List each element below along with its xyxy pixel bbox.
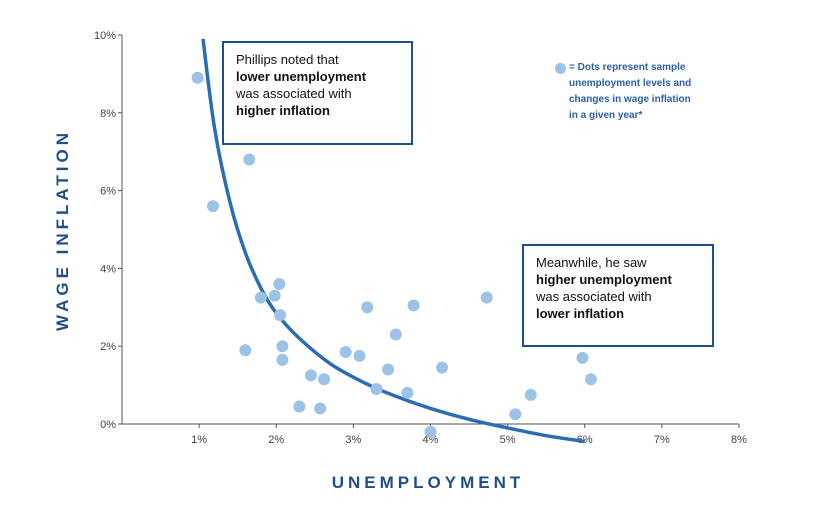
- x-tick-label: 8%: [731, 434, 747, 446]
- y-tick-label: 6%: [100, 186, 116, 198]
- data-point: [401, 386, 414, 399]
- data-point: [480, 291, 493, 304]
- data-point: [293, 400, 306, 413]
- data-point: [370, 382, 383, 395]
- data-point: [353, 349, 366, 362]
- x-tick-label: 4%: [423, 434, 439, 446]
- annotation-emphasis: lower inflation: [536, 306, 625, 321]
- x-axis-ticks: 1% 2% 3% 4% 5% 6% 7% 8%: [191, 424, 747, 446]
- data-point: [576, 351, 589, 364]
- legend-text: = Dots represent sample unemployment leve…: [569, 60, 691, 124]
- annotation-text: Phillips noted that: [236, 52, 339, 67]
- data-point: [436, 361, 449, 374]
- annotation-line: higher inflation: [236, 102, 399, 119]
- y-tick-label: 8%: [100, 108, 116, 120]
- data-point: [382, 363, 395, 376]
- annotation-lower-unemployment: Phillips noted that lower unemployment was…: [222, 41, 413, 145]
- legend-line: changes in wage inflation: [569, 94, 691, 105]
- annotation-text: Meanwhile, he saw: [536, 255, 647, 270]
- data-point: [339, 346, 352, 359]
- data-points: [191, 71, 597, 438]
- y-tick-label: 0%: [100, 419, 116, 431]
- data-point: [191, 71, 204, 84]
- annotation-emphasis: higher inflation: [236, 103, 330, 118]
- data-point: [207, 200, 220, 213]
- legend-dot-icon: [555, 63, 566, 74]
- annotation-line: Meanwhile, he saw: [536, 254, 700, 271]
- x-tick-label: 5%: [500, 434, 516, 446]
- phillips-curve-line: [201, 38, 586, 444]
- y-tick-label: 10%: [94, 30, 116, 42]
- legend-line: unemployment levels and: [569, 78, 692, 89]
- data-point: [318, 373, 331, 386]
- data-point: [274, 309, 287, 322]
- annotation-line: higher unemployment: [536, 271, 700, 288]
- y-axis-ticks: 0% 2% 4% 6% 8% 10%: [94, 30, 122, 431]
- x-tick-label: 7%: [654, 434, 670, 446]
- annotation-emphasis: higher unemployment: [536, 272, 672, 287]
- annotation-emphasis: lower unemployment: [236, 69, 367, 84]
- legend-line: in a given year*: [569, 110, 643, 121]
- annotation-line: was associated with: [536, 288, 700, 305]
- y-axis-title: WAGE INFLATION: [53, 129, 72, 331]
- annotation-higher-unemployment: Meanwhile, he saw higher unemployment was …: [522, 244, 714, 347]
- data-point: [584, 373, 597, 386]
- x-axis-title: UNEMPLOYMENT: [332, 473, 525, 492]
- x-tick-label: 3%: [345, 434, 361, 446]
- data-point: [239, 344, 252, 357]
- data-point: [314, 402, 327, 415]
- data-point: [389, 328, 402, 341]
- data-point: [304, 369, 317, 382]
- x-tick-label: 1%: [191, 434, 207, 446]
- data-point: [361, 301, 374, 314]
- annotation-line: was associated with: [236, 85, 399, 102]
- annotation-text: was associated with: [236, 86, 352, 101]
- annotation-line: lower unemployment: [236, 68, 399, 85]
- data-point: [407, 299, 420, 312]
- x-tick-label: 2%: [268, 434, 284, 446]
- data-point: [524, 388, 537, 401]
- data-point: [268, 289, 281, 302]
- annotation-text: was associated with: [536, 289, 652, 304]
- annotation-line: lower inflation: [536, 305, 700, 322]
- annotation-line: Phillips noted that: [236, 51, 399, 68]
- data-point: [276, 353, 289, 366]
- data-point: [424, 425, 437, 438]
- data-point: [509, 408, 522, 421]
- data-point: [276, 340, 289, 353]
- legend-line: = Dots represent sample: [569, 62, 686, 73]
- data-point: [254, 291, 267, 304]
- y-tick-label: 2%: [100, 341, 116, 353]
- data-point: [243, 153, 256, 166]
- data-point: [273, 277, 286, 290]
- y-tick-label: 4%: [100, 263, 116, 275]
